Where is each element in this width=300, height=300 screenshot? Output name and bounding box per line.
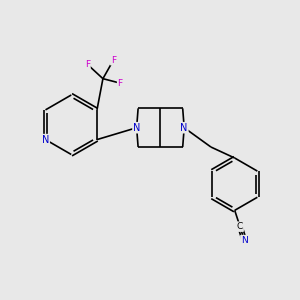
- Text: F: F: [85, 60, 90, 69]
- Text: N: N: [133, 123, 140, 133]
- Text: N: N: [42, 135, 49, 145]
- Text: N: N: [241, 236, 247, 244]
- Text: F: F: [111, 56, 116, 65]
- Text: N: N: [181, 123, 188, 133]
- Text: C: C: [237, 222, 243, 231]
- Text: F: F: [118, 79, 123, 88]
